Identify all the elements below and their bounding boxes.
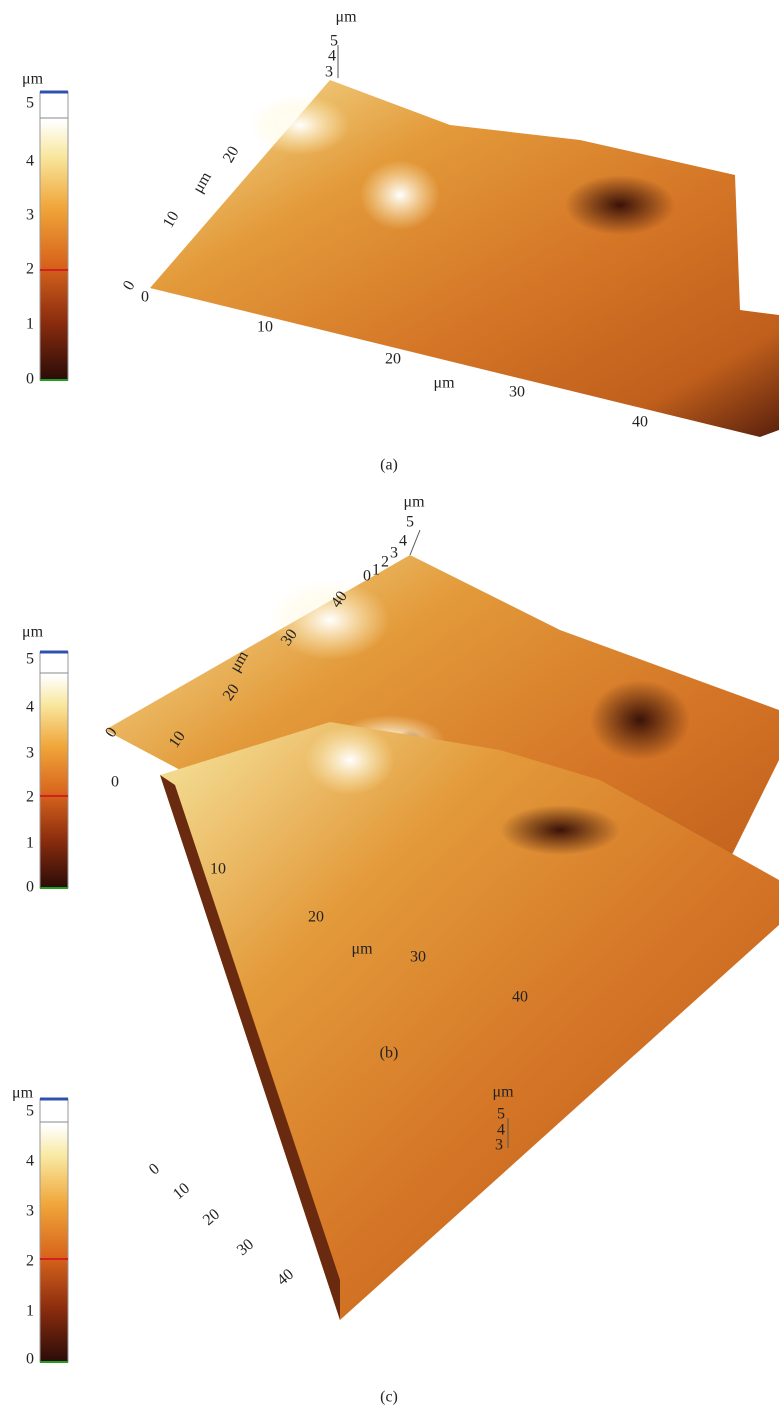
x-tick: 40 xyxy=(512,989,528,1006)
x-tick: 0 xyxy=(111,774,119,791)
x-tick: 0 xyxy=(141,289,149,306)
y-tick: 20 xyxy=(220,681,243,704)
y-tick: 40 xyxy=(328,588,351,611)
colorbar-tick: 2 xyxy=(26,1253,34,1270)
colorbar xyxy=(39,90,69,1363)
z-tick: 3 xyxy=(390,545,398,562)
z-tick: 4 xyxy=(328,48,336,65)
colorbar-tick: 0 xyxy=(26,371,34,388)
x-axis-unit: μm xyxy=(351,941,373,958)
z-tick: 5 xyxy=(406,514,414,531)
x-tick: 10 xyxy=(210,861,226,878)
surface-a xyxy=(150,45,779,437)
x-axis-unit: μm xyxy=(433,375,455,392)
z-tick: 2 xyxy=(381,554,389,571)
z-tick: 4 xyxy=(497,1122,505,1139)
colorbar-tick: 5 xyxy=(26,651,34,668)
colorbar-tick: 5 xyxy=(26,95,34,112)
y-tick: 30 xyxy=(234,1236,257,1259)
z-axis-unit: μm xyxy=(492,1084,514,1101)
x-tick: 20 xyxy=(308,909,324,926)
colorbar-tick: 1 xyxy=(26,835,34,852)
y-tick: 30 xyxy=(278,626,301,649)
x-tick: 30 xyxy=(509,384,525,401)
colorbar-tick: 0 xyxy=(26,1351,34,1368)
x-tick: 10 xyxy=(257,319,273,336)
x-tick: 40 xyxy=(632,414,648,431)
colorbar-tick: 0 xyxy=(26,879,34,896)
y-tick: 20 xyxy=(200,1206,223,1229)
z-tick: 1 xyxy=(372,562,380,579)
x-tick: 30 xyxy=(410,949,426,966)
colorbar-tick: 3 xyxy=(26,207,34,224)
y-tick: 10 xyxy=(170,1180,193,1203)
caption: (b) xyxy=(380,1045,399,1062)
colorbar-unit: μm xyxy=(22,624,44,641)
x-tick: 20 xyxy=(385,351,401,368)
colorbar-tick: 2 xyxy=(26,261,34,278)
colorbar-tick: 4 xyxy=(26,1153,34,1170)
colorbar-tick: 4 xyxy=(26,153,34,170)
colorbar-unit: μm xyxy=(22,71,44,88)
y-tick: 10 xyxy=(160,208,183,230)
y-tick: 20 xyxy=(220,143,243,165)
y-tick: 10 xyxy=(166,728,189,751)
colorbar-tick: 1 xyxy=(26,316,34,333)
z-tick: 3 xyxy=(495,1137,503,1154)
z-tick: 5 xyxy=(497,1106,505,1123)
colorbar-tick: 1 xyxy=(26,1303,34,1320)
z-tick: 3 xyxy=(325,64,333,81)
z-tick: 4 xyxy=(399,533,407,550)
colorbar-tick: 2 xyxy=(26,789,34,806)
colorbar-tick: 4 xyxy=(26,699,34,716)
z-tick: 5 xyxy=(330,33,338,50)
colorbar-tick: 3 xyxy=(26,745,34,762)
y-tick: 40 xyxy=(274,1266,297,1289)
y-tick: 0 xyxy=(120,278,139,293)
colorbar-tick: 5 xyxy=(26,1103,34,1120)
caption: (a) xyxy=(380,457,398,474)
caption: (c) xyxy=(380,1389,398,1406)
z-axis-unit: μm xyxy=(403,494,425,511)
z-axis-unit: μm xyxy=(335,9,357,26)
surface-c xyxy=(160,722,779,1320)
colorbar-unit: μm xyxy=(12,1085,34,1102)
z-tick: 0 xyxy=(363,568,371,585)
colorbar-tick: 3 xyxy=(26,1203,34,1220)
y-tick: 0 xyxy=(146,1160,163,1178)
y-axis-unit: μm xyxy=(190,169,216,196)
